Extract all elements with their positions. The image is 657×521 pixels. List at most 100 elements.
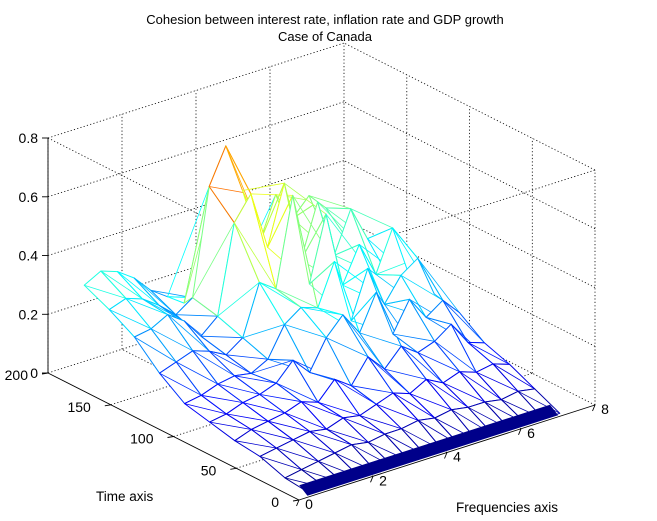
z-tick-label: 0.4 <box>19 248 39 264</box>
surface-base-band <box>299 404 559 496</box>
y-tick <box>230 467 237 470</box>
surface-edge <box>392 333 435 342</box>
surface-edge <box>251 429 294 441</box>
y-tick-label: 200 <box>5 367 29 383</box>
surface-edge <box>209 350 252 374</box>
surface-edge <box>117 271 160 306</box>
grid-line <box>343 101 596 230</box>
surface-edge <box>275 288 318 309</box>
surface-edge <box>134 336 177 363</box>
surface-edge <box>284 324 327 339</box>
surface-edge <box>359 332 402 347</box>
x-tick <box>518 428 522 435</box>
surface-edge <box>343 417 386 435</box>
surface-edge <box>326 337 369 358</box>
surface-edge <box>434 340 477 373</box>
x-tick <box>370 476 374 483</box>
y-axis-label: Time axis <box>96 489 154 504</box>
surface-edge <box>467 342 510 365</box>
surface-edge <box>209 421 252 430</box>
surface-mesh <box>83 145 561 496</box>
surface-edge <box>459 371 502 400</box>
x-tick <box>296 499 300 507</box>
x-tick <box>444 452 448 459</box>
surface-edge <box>417 352 460 373</box>
surface-edge <box>309 431 352 446</box>
x-tick-label: 0 <box>305 496 313 512</box>
y-tick <box>167 436 174 438</box>
z-tick-label: 0.8 <box>19 130 39 146</box>
surface-edge <box>259 282 302 308</box>
y-tick-label: 50 <box>201 462 217 478</box>
surface-edge <box>167 186 210 297</box>
grid-line <box>47 101 345 198</box>
x-tick-label: 4 <box>453 449 461 465</box>
surface-edge <box>351 385 394 394</box>
surface-edge <box>442 300 485 344</box>
surface-edge <box>417 258 460 313</box>
surface-edge <box>259 394 302 403</box>
surface-edge <box>200 335 243 339</box>
x-tick-label: 2 <box>379 472 387 488</box>
surface-edge <box>401 345 444 384</box>
surface-edge <box>176 361 219 385</box>
surface-edge <box>150 328 193 352</box>
surface-edge <box>175 314 218 317</box>
surface-edge <box>242 402 285 414</box>
surface-edge <box>359 415 402 430</box>
x-tick-label: 6 <box>527 425 535 441</box>
surface-edge <box>308 195 351 210</box>
y-tick-label: 0 <box>271 494 279 510</box>
surface-edge <box>192 222 235 298</box>
surface-edge <box>100 270 143 300</box>
surface-edge <box>242 182 285 191</box>
surface-edge <box>142 298 185 322</box>
surface-edge <box>276 382 319 403</box>
surface-edge <box>184 403 227 415</box>
surface-edge <box>268 420 310 432</box>
surface-edge <box>192 350 235 377</box>
surface-edge <box>442 382 485 403</box>
surface-edge <box>201 394 244 403</box>
surface-edge <box>400 274 444 301</box>
surface-edge <box>234 375 277 384</box>
surface-edge <box>226 413 269 422</box>
y-tick <box>292 499 300 502</box>
box-edge <box>47 42 345 139</box>
z-tick-label: 0.2 <box>19 306 39 322</box>
x-axis-label: Frequencies axis <box>456 500 558 515</box>
surface-edge <box>293 439 336 454</box>
surface-edge <box>492 363 535 390</box>
y-tick-label: 100 <box>130 431 154 447</box>
grid-line <box>47 160 345 256</box>
surface-edge <box>84 284 127 299</box>
surface-edge <box>109 309 152 330</box>
surface-edge <box>276 447 319 462</box>
surface-edge <box>384 368 427 380</box>
surface-edge <box>301 307 343 316</box>
x-tick-label: 8 <box>601 401 609 417</box>
surface-edge <box>426 379 469 408</box>
surface-edge <box>226 354 268 360</box>
surface-edge <box>409 393 452 411</box>
z-tick-label: 0.6 <box>19 189 39 205</box>
surface-edge <box>259 456 302 470</box>
surface-edge <box>242 324 285 339</box>
surface-edge <box>125 298 168 315</box>
surface-edge <box>350 208 393 229</box>
chart-title: Cohesion between interest rate, inflatio… <box>146 12 503 27</box>
surface-edge <box>342 314 385 370</box>
surface-edge <box>317 401 360 416</box>
surface-edge <box>476 371 519 392</box>
surface-edge <box>167 314 210 352</box>
surface-edge <box>233 222 277 290</box>
surface-edge <box>217 383 260 395</box>
surface-edge <box>392 392 436 419</box>
chart-subtitle: Case of Canada <box>278 29 373 44</box>
surface-edge <box>376 403 419 421</box>
surface-edge <box>284 412 327 430</box>
surface-edge <box>326 428 369 443</box>
